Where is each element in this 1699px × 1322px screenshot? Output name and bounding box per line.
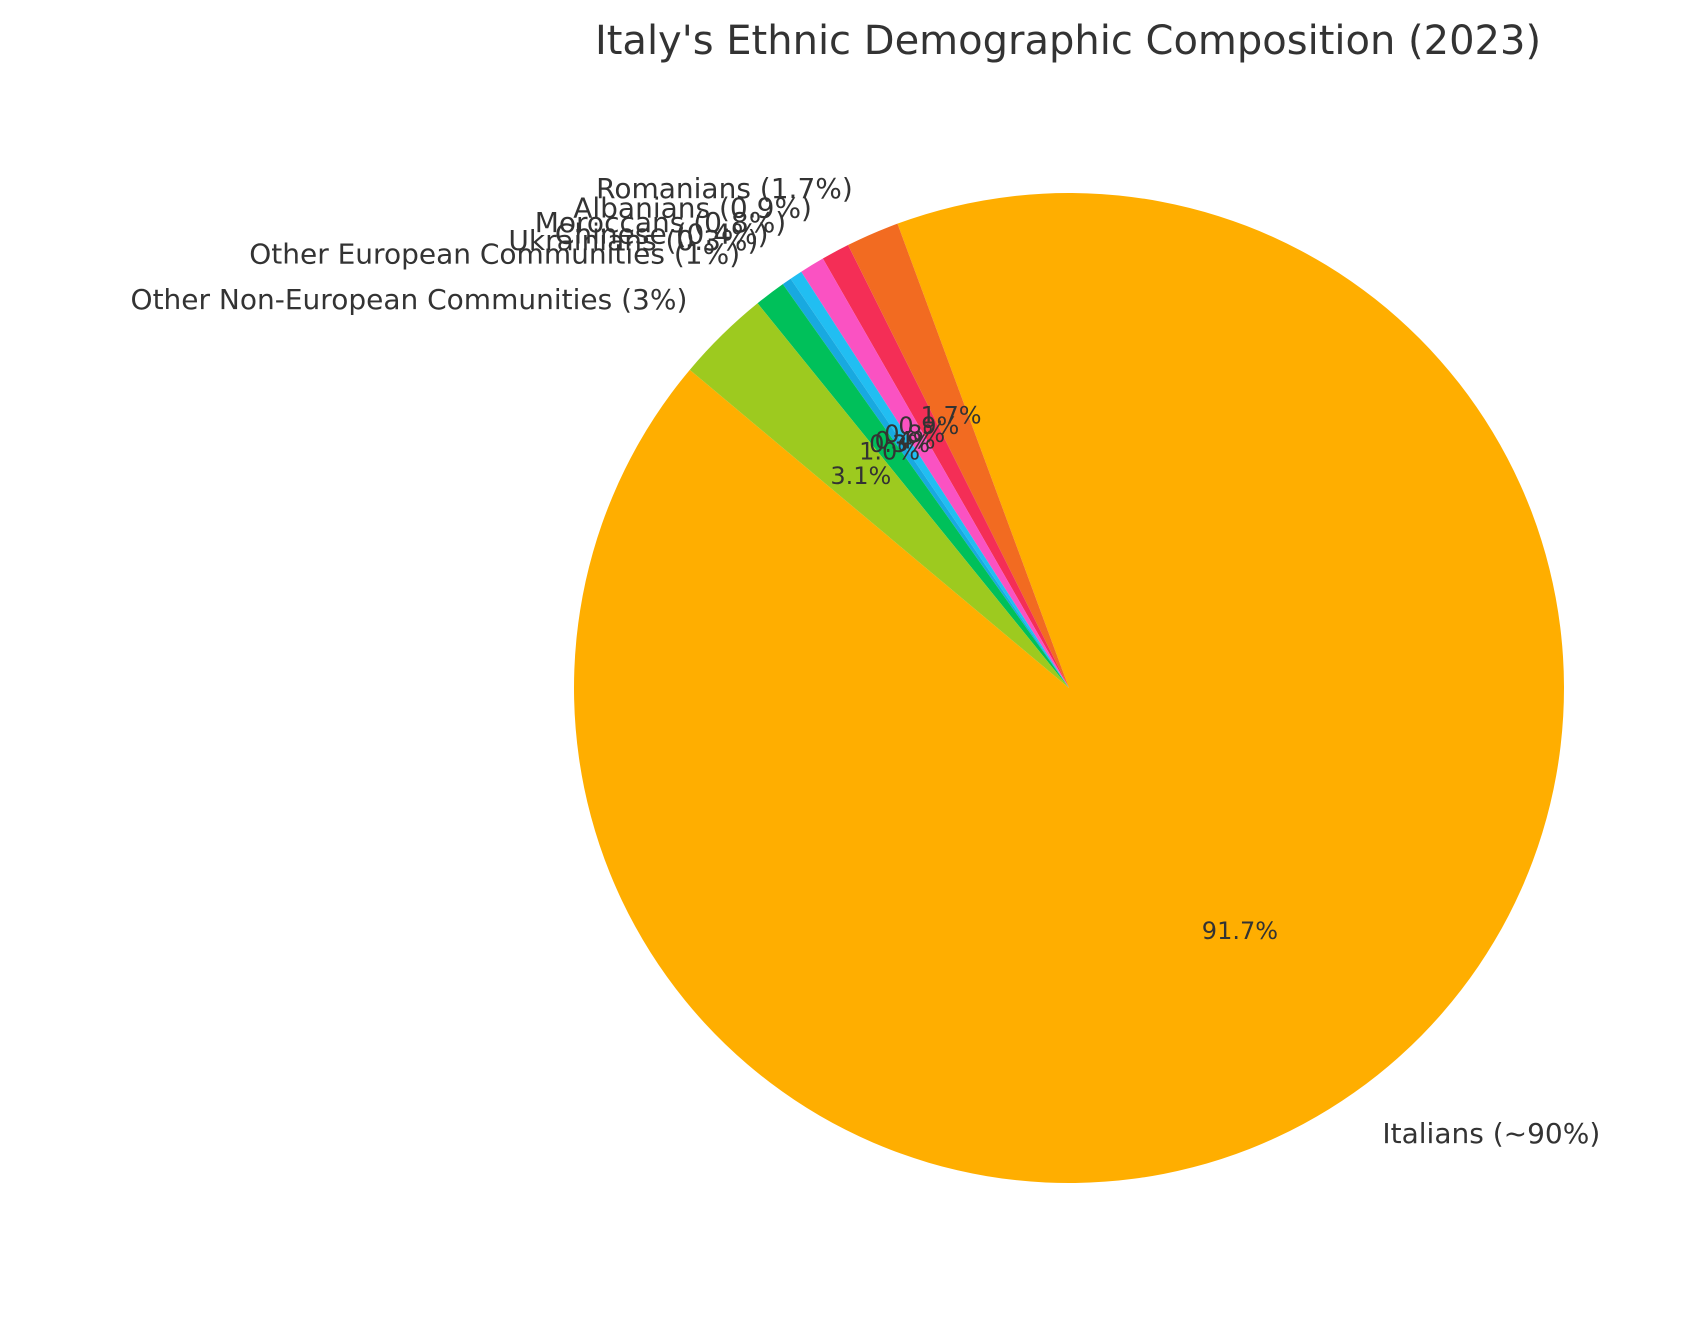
slice-percentage-label: 0.8% [884, 420, 945, 448]
slice-label: Other Non-European Communities (3%) [131, 283, 688, 316]
slice-percentage-label: 1.7% [921, 401, 982, 429]
slice-percentage-label: 0.3% [869, 430, 930, 458]
pie-slice-2 [848, 223, 1069, 688]
pie-slice-5 [790, 271, 1069, 688]
pie-slice-6 [782, 278, 1069, 688]
percentage-labels: 91.7% 1.7%0.9%0.8%0.4%0.3%1.0%3.1% [830, 401, 1278, 944]
pie-slices [574, 193, 1564, 1183]
slice-labels: Italians (~90%) Romanians (1.7%)Albanians… [131, 172, 1601, 1150]
pie-slice-8 [689, 303, 1069, 688]
slice-percentage-label: 91.7% [1202, 917, 1278, 945]
pie-slice-7 [757, 284, 1069, 688]
slice-label: Chinese (0.4%) [555, 217, 769, 250]
slice-label: Romanians (1.7%) [596, 172, 853, 205]
slice-label: Italians (~90%) [1382, 1117, 1600, 1150]
slice-label: Other European Communities (1%) [249, 238, 740, 271]
slice-label: Ukrainians (0.3%) [508, 224, 758, 257]
pie-slice-3 [822, 245, 1069, 688]
slice-percentage-label: 0.9% [898, 412, 959, 440]
slice-label: Albanians (0.9%) [573, 191, 812, 224]
slice-label: Moroccans (0.8%) [535, 206, 786, 239]
slice-percentage-label: 1.0% [859, 437, 920, 465]
slice-percentage-label: 0.4% [875, 426, 936, 454]
slice-percentage-label: 3.1% [830, 462, 891, 490]
chart-title: Italy's Ethnic Demographic Composition (… [595, 18, 1541, 64]
pie-slice-4 [801, 258, 1069, 688]
